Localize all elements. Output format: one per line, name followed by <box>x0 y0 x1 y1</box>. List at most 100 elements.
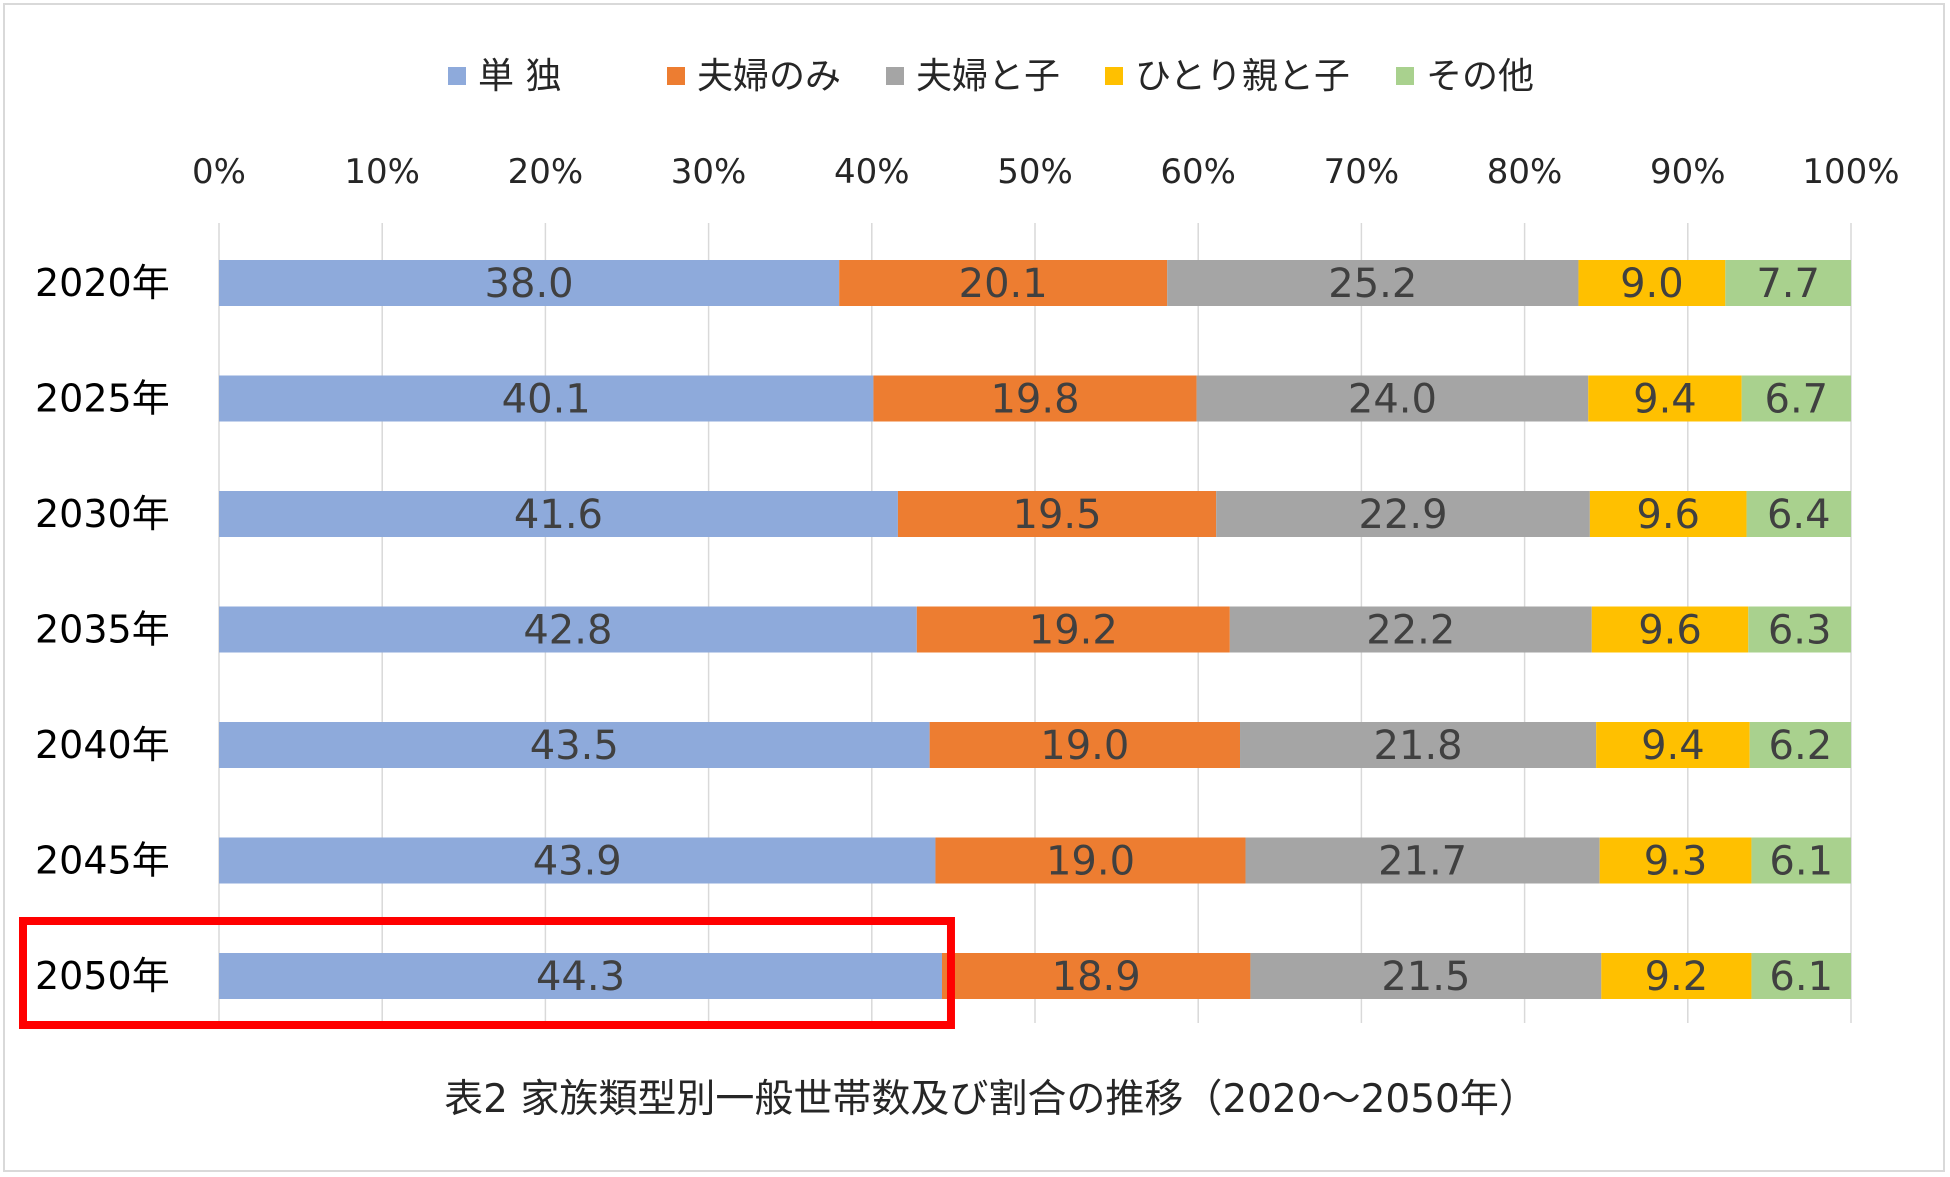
legend-label: その他 <box>1426 56 1534 97</box>
data-label: 43.9 <box>533 839 622 885</box>
bar-segment <box>1591 606 1749 653</box>
highlight-box <box>19 917 955 1029</box>
bar-segment <box>219 375 874 422</box>
x-tick-label: 10% <box>344 152 420 192</box>
data-label: 22.9 <box>1358 492 1447 538</box>
data-label: 20.1 <box>959 261 1048 307</box>
bar-segment <box>1216 491 1590 537</box>
data-label: 6.1 <box>1769 954 1833 1000</box>
legend-swatch <box>1105 67 1123 85</box>
chart-title: 表2 家族類型別一般世帯数及び割合の推移（2020～2050年） <box>444 1077 1538 1122</box>
data-label: 6.1 <box>1769 839 1833 885</box>
data-label: 43.5 <box>530 723 619 769</box>
data-label: 22.2 <box>1366 608 1455 654</box>
data-label: 40.1 <box>502 377 591 423</box>
bar-segment <box>873 375 1197 422</box>
category-label: 2050年 <box>35 954 170 998</box>
data-label: 6.3 <box>1768 608 1832 654</box>
data-label: 19.2 <box>1029 608 1118 654</box>
chart-frame: 単 独 夫婦のみ 夫婦と子 ひとり親と子 その他 0% 10% 20% 30% 40% 50% 60… <box>3 3 1945 1172</box>
legend-label: ひとり親と子 <box>1135 56 1350 97</box>
data-label: 21.8 <box>1374 723 1463 769</box>
highlight-layer <box>19 917 955 1029</box>
data-label: 9.3 <box>1644 839 1708 885</box>
x-tick-label: 30% <box>671 152 747 192</box>
bar-segment <box>1240 722 1597 768</box>
stacked-bar-chart: 単 独 夫婦のみ 夫婦と子 ひとり親と子 その他 0% 10% 20% 30% 40% 50% 60… <box>19 56 1900 1122</box>
data-label: 21.5 <box>1381 954 1470 1000</box>
data-label: 38.0 <box>485 261 574 307</box>
legend-swatch <box>886 67 904 85</box>
category-label: 2025年 <box>35 377 170 421</box>
bar-segment <box>219 606 917 653</box>
bar-segment <box>219 953 942 999</box>
x-tick-label: 90% <box>1650 152 1726 192</box>
data-label: 6.2 <box>1769 723 1833 769</box>
bar-segment <box>916 606 1230 653</box>
bar-segment <box>1196 375 1589 422</box>
bar-segment <box>1596 722 1750 768</box>
category-label: 2030年 <box>35 492 170 536</box>
bar-segment <box>219 260 840 306</box>
x-tick-label: 50% <box>997 152 1073 192</box>
data-label: 19.0 <box>1046 839 1135 885</box>
bar-segment <box>941 953 1251 999</box>
y-axis-categories: 2020年 2025年 2030年 2035年 2040年 2045年 2050年 <box>35 261 170 998</box>
data-label: 19.5 <box>1013 492 1102 538</box>
bar-segment <box>1746 491 1851 537</box>
bar-segment <box>929 722 1241 768</box>
data-label: 25.2 <box>1328 261 1417 307</box>
data-label: 21.7 <box>1378 839 1467 885</box>
bar-segment <box>1229 606 1592 653</box>
category-label: 2045年 <box>35 839 170 883</box>
legend-label: 夫婦のみ <box>697 56 841 97</box>
bar-segment <box>1741 375 1851 422</box>
legend-label: 単 独 <box>478 56 561 97</box>
data-label: 19.0 <box>1040 723 1129 769</box>
data-label: 9.4 <box>1633 377 1697 423</box>
data-label: 9.0 <box>1620 261 1684 307</box>
bar-segment <box>1725 260 1851 306</box>
bar-segment <box>1749 722 1851 768</box>
data-label: 7.7 <box>1756 261 1820 307</box>
x-tick-label: 0% <box>192 152 246 192</box>
bar-segment <box>219 491 898 537</box>
data-label: 9.6 <box>1636 492 1700 538</box>
bar-segment <box>839 260 1168 306</box>
legend-swatch <box>667 67 685 85</box>
bar-segment <box>1601 953 1752 999</box>
data-label: 24.0 <box>1348 377 1437 423</box>
x-axis-ticks: 0% 10% 20% 30% 40% 50% 60% 70% 80% 90% 100% <box>192 152 1900 192</box>
x-tick-label: 70% <box>1324 152 1400 192</box>
x-tick-label: 20% <box>508 152 584 192</box>
bar-segment <box>1589 491 1747 537</box>
x-tick-label: 40% <box>834 152 910 192</box>
data-label: 18.9 <box>1052 954 1141 1000</box>
data-label: 19.8 <box>990 377 1079 423</box>
legend-swatch <box>448 67 466 85</box>
category-label: 2040年 <box>35 723 170 767</box>
bar-segment <box>219 722 930 768</box>
category-label: 2035年 <box>35 608 170 652</box>
legend-label: 夫婦と子 <box>916 56 1060 97</box>
bar-segment <box>1167 260 1579 306</box>
bar-segment <box>897 491 1217 537</box>
bar-segment <box>935 837 1246 884</box>
bar-segment <box>1245 837 1600 884</box>
bar-segment <box>1748 606 1851 653</box>
bar-segment <box>1578 260 1726 306</box>
x-tick-label: 60% <box>1160 152 1236 192</box>
bar-segment <box>1751 837 1851 884</box>
legend: 単 独 夫婦のみ 夫婦と子 ひとり親と子 その他 <box>448 56 1534 97</box>
bar-segment <box>1599 837 1752 884</box>
data-label: 9.4 <box>1641 723 1705 769</box>
bar-segment <box>219 837 936 884</box>
data-label: 9.2 <box>1645 954 1709 1000</box>
data-label: 42.8 <box>523 608 612 654</box>
x-tick-label: 100% <box>1802 152 1899 192</box>
bar-segment <box>1751 953 1851 999</box>
data-label: 9.6 <box>1638 608 1702 654</box>
data-label: 41.6 <box>514 492 603 538</box>
data-label: 44.3 <box>536 954 625 1000</box>
data-label: 6.4 <box>1767 492 1831 538</box>
